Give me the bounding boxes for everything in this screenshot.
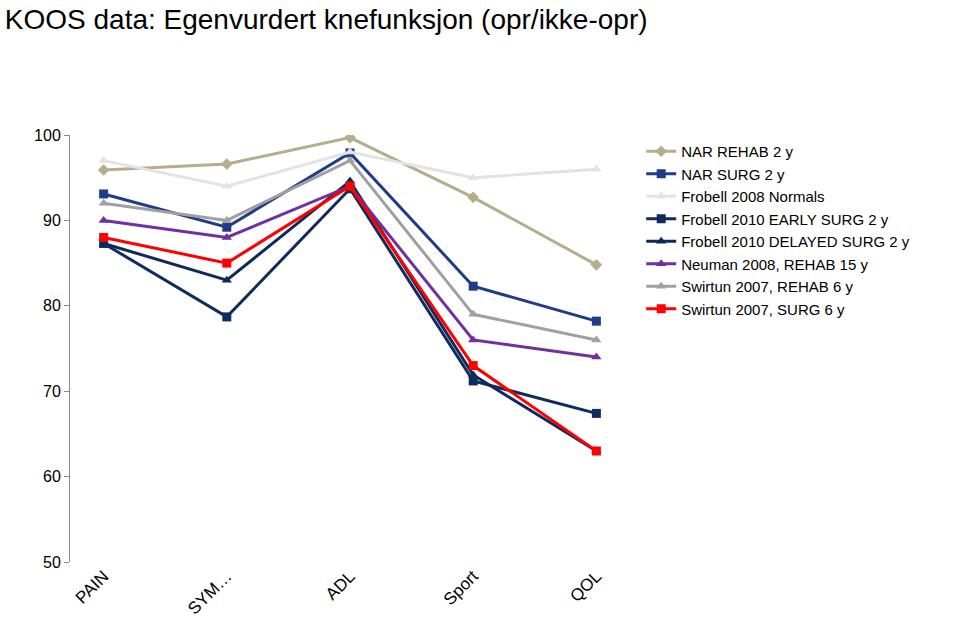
svg-text:Neuman 2008, REHAB 15 y: Neuman 2008, REHAB 15 y	[681, 256, 868, 273]
svg-text:QOL: QOL	[566, 567, 605, 606]
svg-text:60: 60	[43, 468, 61, 485]
svg-text:70: 70	[43, 383, 61, 400]
svg-text:Sport: Sport	[440, 567, 482, 609]
svg-text:Frobell 2010 DELAYED SURG 2 y: Frobell 2010 DELAYED SURG 2 y	[681, 233, 910, 250]
svg-text:Swirtun 2007, SURG 6 y: Swirtun 2007, SURG 6 y	[681, 301, 845, 318]
svg-text:Swirtun 2007, REHAB 6 y: Swirtun 2007, REHAB 6 y	[681, 278, 853, 295]
svg-text:PAIN: PAIN	[72, 567, 113, 608]
svg-text:100: 100	[34, 127, 61, 144]
svg-text:50: 50	[43, 554, 61, 571]
svg-text:90: 90	[43, 212, 61, 229]
svg-text:SYM…: SYM…	[184, 567, 236, 619]
svg-text:Frobell 2008 Normals: Frobell 2008 Normals	[681, 188, 824, 205]
svg-text:NAR SURG 2 y: NAR SURG 2 y	[681, 166, 785, 183]
svg-text:Frobell 2010 EARLY SURG 2 y: Frobell 2010 EARLY SURG 2 y	[681, 211, 889, 228]
svg-text:NAR REHAB 2 y: NAR REHAB 2 y	[681, 143, 793, 160]
svg-text:80: 80	[43, 297, 61, 314]
svg-text:KOOS data: Egenvurdert knefunk: KOOS data: Egenvurdert knefunksjon (opr/…	[5, 4, 648, 35]
svg-text:ADL: ADL	[322, 567, 359, 604]
